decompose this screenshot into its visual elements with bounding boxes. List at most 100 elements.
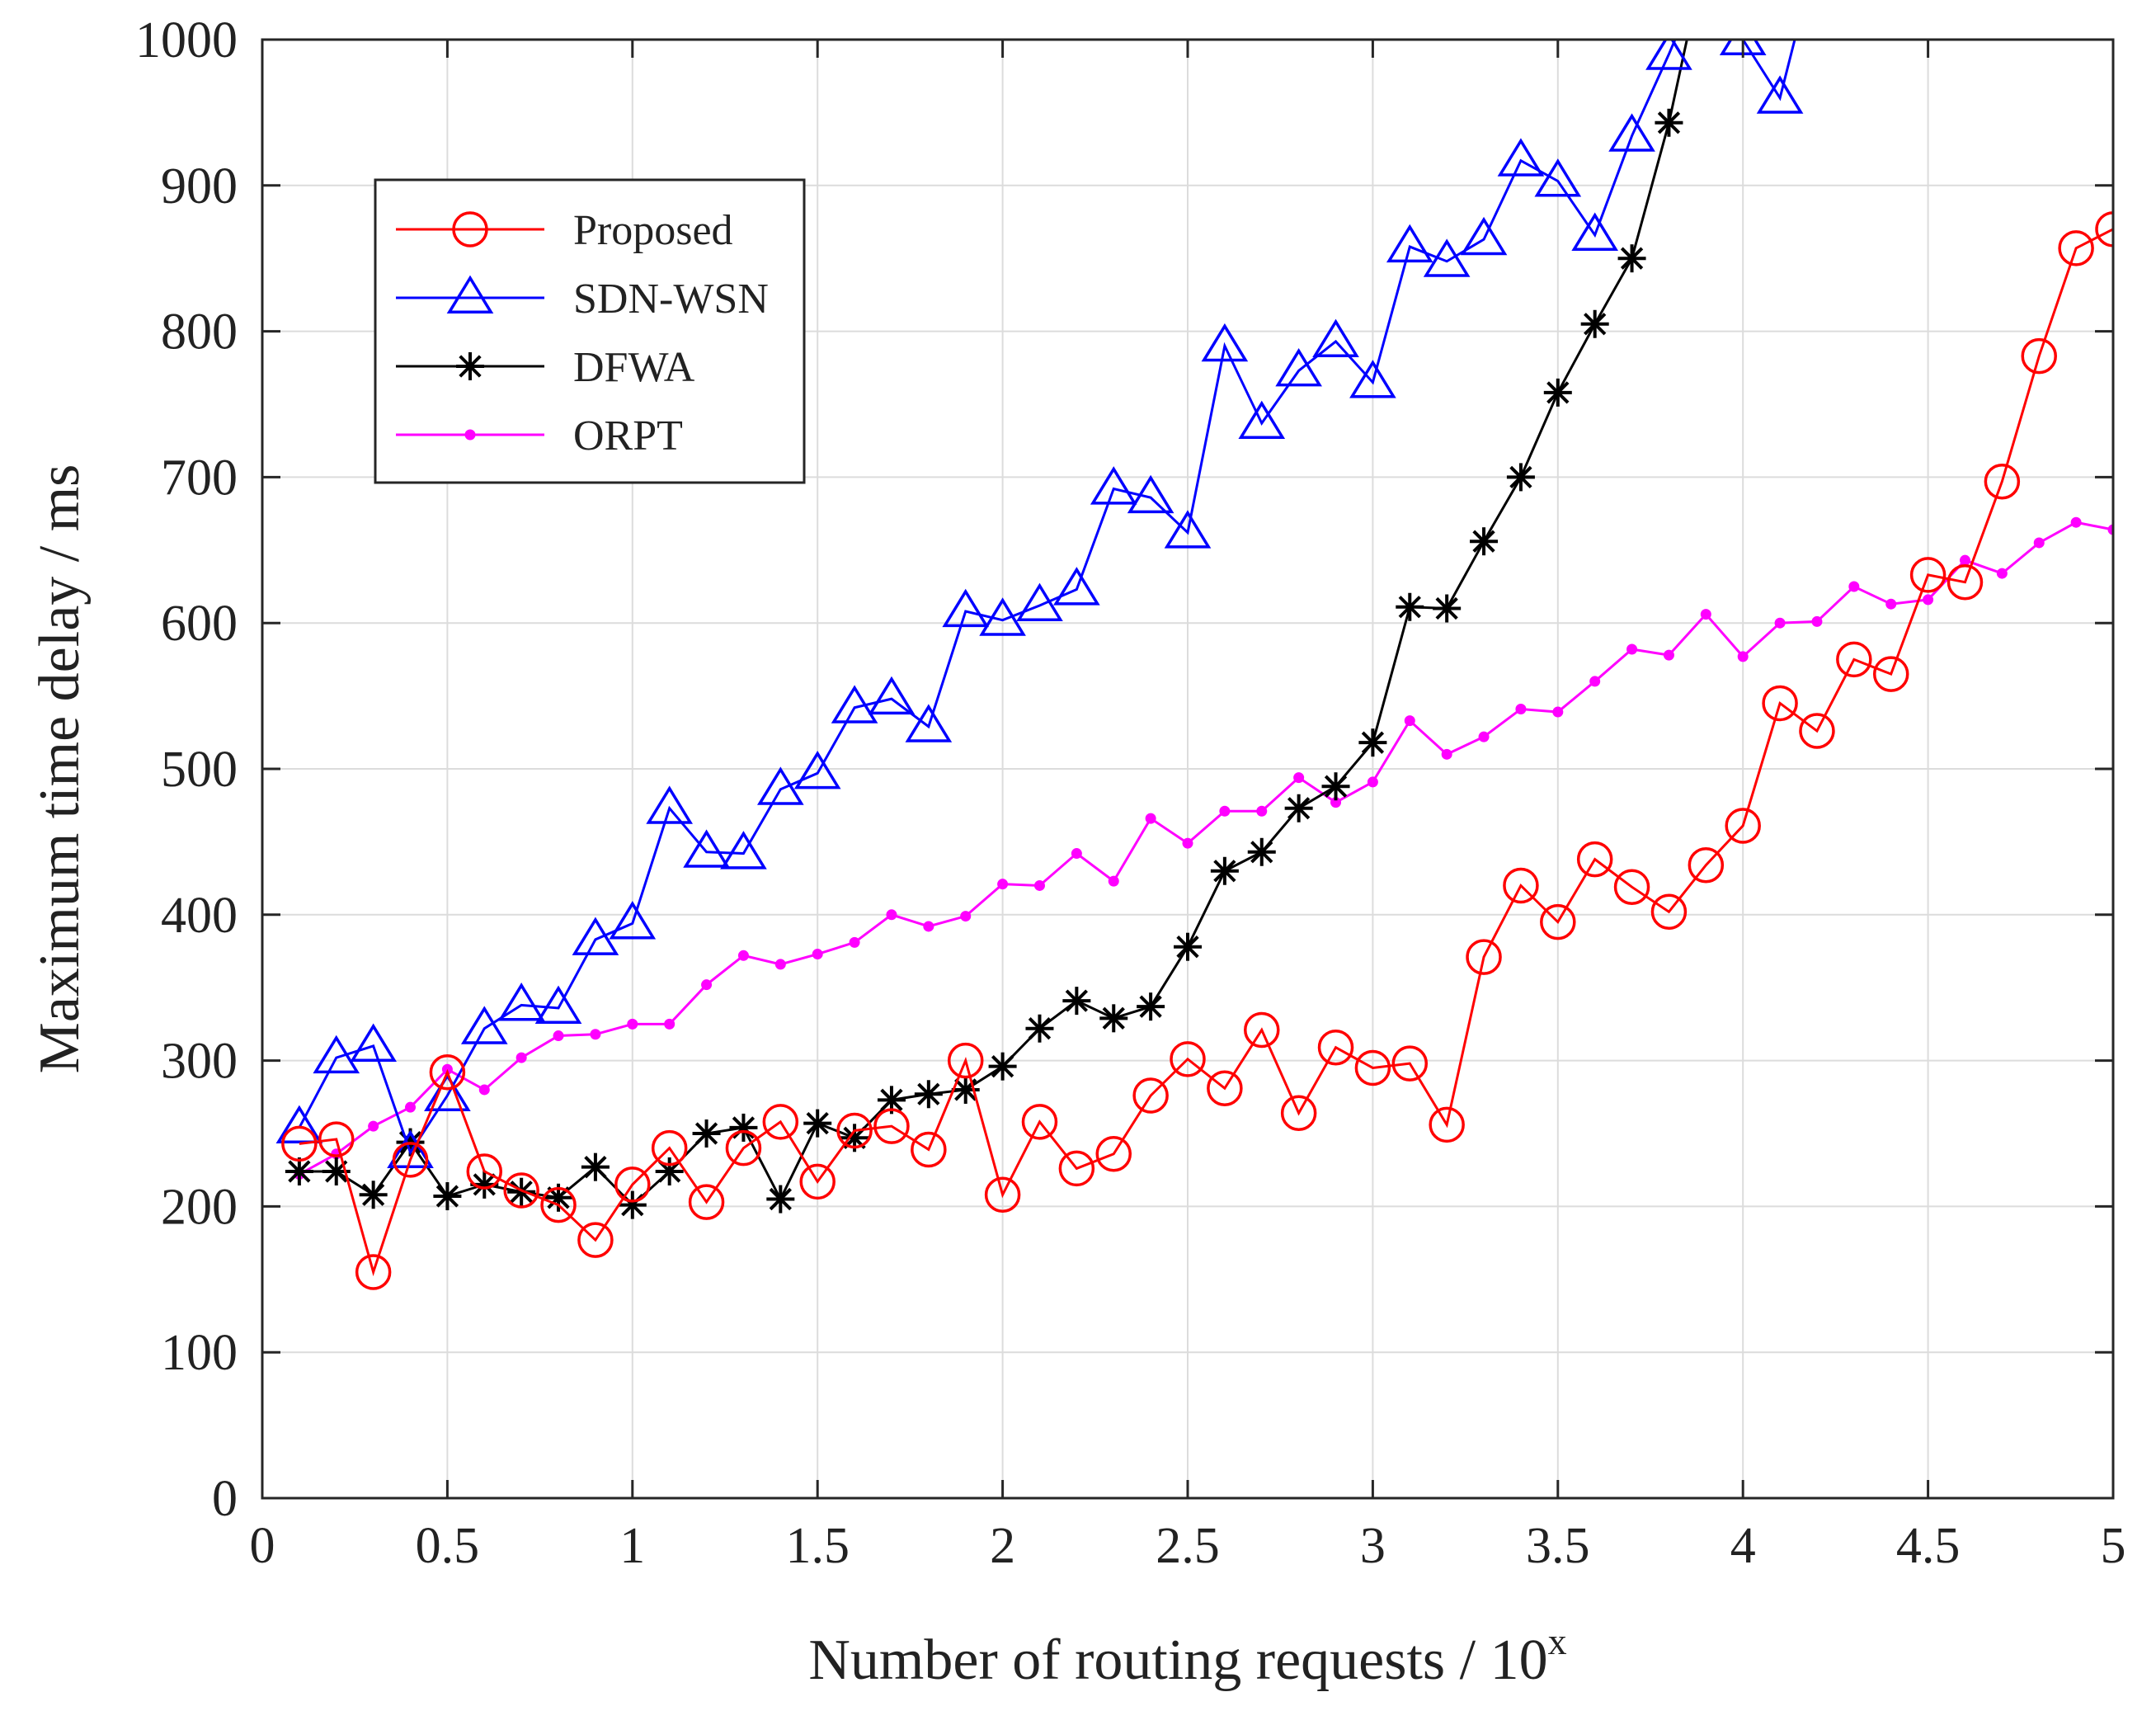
y-axis-title: Maximum time delay / ms — [28, 464, 92, 1074]
data-point-sdn-wsn — [1423, 238, 1471, 277]
asterisk-stroke — [473, 1173, 496, 1196]
data-point-proposed — [2021, 337, 2057, 375]
asterisk-stroke — [991, 1055, 1014, 1078]
data-point-sdn-wsn — [793, 750, 841, 789]
y-tick-label: 0 — [212, 1471, 238, 1527]
legend-label-orpt: ORPT — [573, 412, 683, 460]
data-point-orpt — [774, 959, 786, 970]
data-point-orpt — [886, 909, 897, 921]
y-tick-label: 100 — [161, 1325, 238, 1381]
asterisk-stroke — [1250, 841, 1273, 864]
asterisk-stroke — [1472, 530, 1495, 553]
data-point-orpt — [960, 911, 972, 922]
data-point-sdn-wsn — [868, 676, 916, 715]
data-point-dfwa — [1617, 244, 1646, 273]
data-point-sdn-wsn — [424, 1072, 471, 1112]
data-point-proposed — [1947, 563, 1984, 601]
data-point-orpt — [997, 879, 1009, 890]
data-point-orpt — [737, 950, 749, 961]
legend-label-proposed: Proposed — [573, 207, 733, 254]
legend-label-sdn-wsn: SDN-WSN — [573, 276, 769, 323]
y-tick-label: 800 — [161, 304, 238, 361]
x-axis-title-main: Number of routing requests / 10 — [808, 1628, 1547, 1692]
data-point-proposed — [1503, 867, 1539, 904]
data-point-proposed — [281, 1125, 318, 1162]
data-point-dfwa — [1358, 728, 1387, 757]
data-point-proposed — [577, 1222, 614, 1258]
asterisk-stroke — [1324, 775, 1348, 798]
asterisk-stroke — [769, 1187, 792, 1211]
asterisk-stroke — [917, 1082, 940, 1105]
data-point-proposed — [1725, 808, 1761, 844]
data-point-proposed — [392, 1142, 429, 1178]
legend: Proposed SDN-WSN DFWA ORPT — [374, 178, 806, 484]
data-point-orpt — [478, 1084, 490, 1096]
data-point-sdn-wsn — [572, 917, 619, 955]
data-point-dfwa — [1137, 992, 1165, 1021]
data-point-proposed — [1354, 1049, 1391, 1086]
asterisk-stroke — [1435, 596, 1458, 620]
data-point-sdn-wsn — [1608, 113, 1655, 152]
data-point-orpt — [1256, 805, 1268, 817]
data-point-orpt — [923, 921, 934, 932]
data-point-proposed — [2058, 230, 2094, 266]
data-point-orpt — [553, 1030, 564, 1042]
data-point-proposed — [1317, 1029, 1354, 1066]
data-point-orpt — [1885, 598, 1897, 610]
data-point-proposed — [651, 1129, 688, 1166]
data-point-proposed — [1799, 713, 1835, 749]
asterisk-stroke — [1398, 596, 1421, 619]
data-point-sdn-wsn — [1127, 474, 1175, 514]
x-tick-label: 3.5 — [1526, 1518, 1590, 1574]
data-point-dfwa — [1247, 837, 1276, 866]
data-point-dfwa — [914, 1080, 943, 1109]
y-tick-label: 1000 — [135, 12, 238, 68]
data-point-sdn-wsn — [979, 597, 1026, 636]
data-point-orpt — [1737, 651, 1749, 662]
data-point-orpt — [1663, 649, 1674, 661]
data-point-dfwa — [1062, 987, 1091, 1016]
data-point-proposed — [614, 1166, 651, 1203]
data-point-proposed — [984, 1176, 1021, 1214]
data-point-proposed — [836, 1112, 873, 1149]
data-point-proposed — [1540, 903, 1576, 940]
data-point-sdn-wsn — [1201, 323, 1249, 362]
data-point-orpt — [1552, 706, 1564, 718]
data-point-proposed — [1058, 1150, 1095, 1187]
legend-marker-dfwa — [456, 352, 484, 380]
asterisk-stroke — [1139, 995, 1162, 1018]
data-point-dfwa — [359, 1181, 388, 1209]
data-point-proposed — [2095, 211, 2113, 247]
data-point-sdn-wsn — [1164, 510, 1212, 549]
asterisk-stroke — [1287, 797, 1311, 820]
data-point-proposed — [911, 1131, 947, 1168]
y-tick-label: 200 — [161, 1179, 238, 1235]
data-point-proposed — [1021, 1104, 1058, 1140]
data-point-sdn-wsn — [905, 704, 953, 742]
y-tick-label: 700 — [161, 450, 238, 506]
data-point-sdn-wsn — [387, 1129, 434, 1169]
data-point-proposed — [1244, 1011, 1280, 1049]
data-point-sdn-wsn — [1497, 138, 1545, 177]
asterisk-stroke — [1065, 989, 1089, 1012]
data-point-proposed — [1095, 1136, 1132, 1172]
data-point-dfwa — [618, 1190, 647, 1219]
series-proposed — [281, 211, 2113, 1290]
asterisk-stroke — [1102, 1006, 1125, 1030]
legend-entry-dfwa: DFWA — [396, 344, 695, 391]
data-point-sdn-wsn — [646, 785, 693, 824]
data-point-dfwa — [507, 1177, 536, 1206]
data-point-proposed — [355, 1254, 392, 1290]
y-tick-label: 400 — [161, 888, 238, 944]
data-point-sdn-wsn — [831, 685, 878, 723]
x-tick-label: 2.5 — [1156, 1518, 1220, 1574]
data-point-sdn-wsn — [1349, 360, 1396, 398]
data-point-dfwa — [581, 1152, 610, 1181]
data-point-dfwa — [1433, 594, 1462, 623]
legend-label-dfwa: DFWA — [573, 344, 695, 391]
data-point-sdn-wsn — [313, 1035, 360, 1074]
asterisk-stroke — [1176, 936, 1199, 959]
data-point-dfwa — [1284, 794, 1313, 822]
